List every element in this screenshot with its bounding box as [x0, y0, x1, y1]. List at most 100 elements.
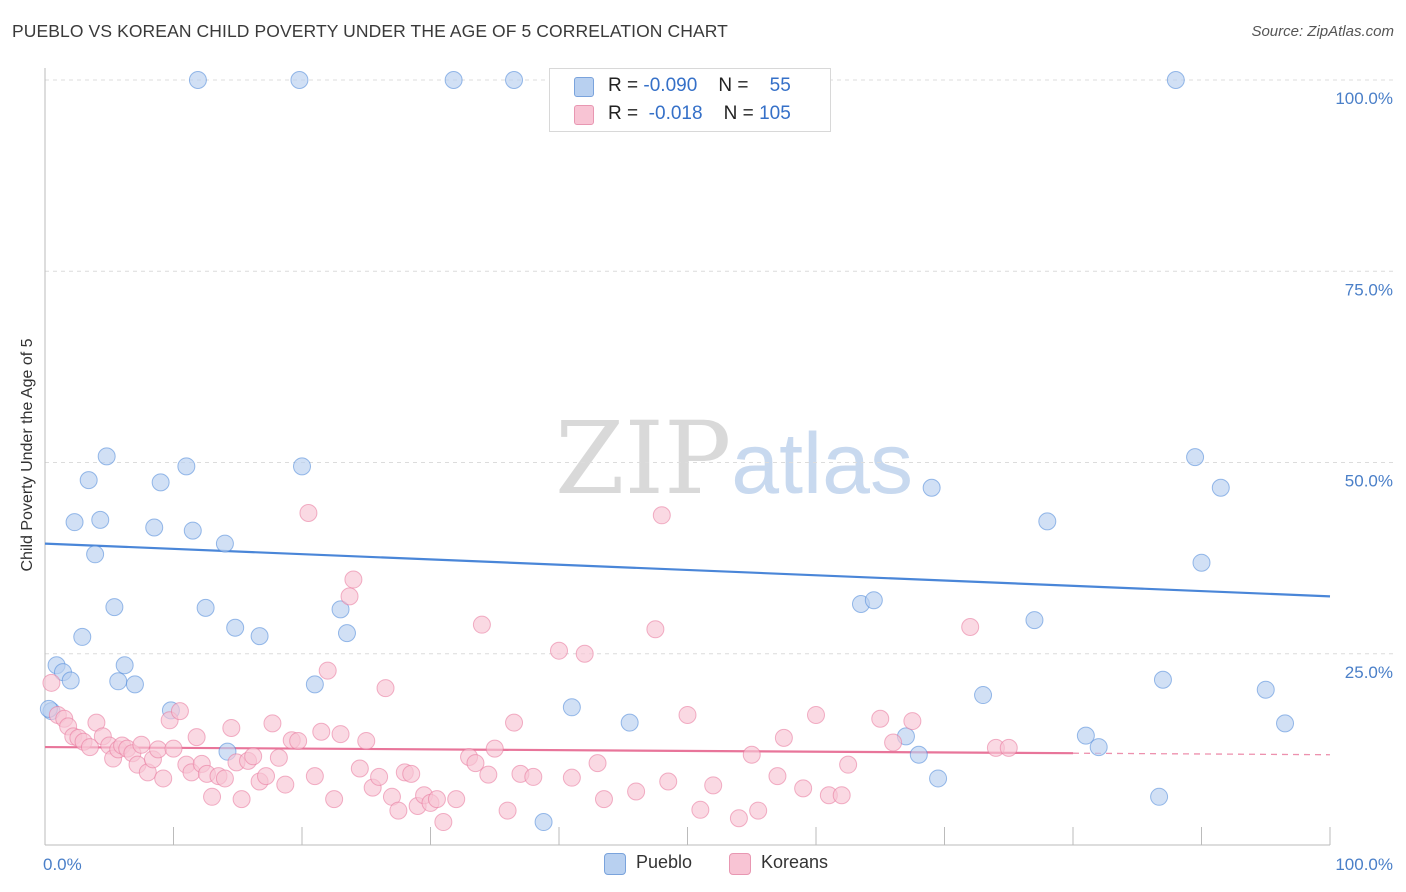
point-koreans — [652, 506, 671, 525]
bottom-legend-label-pueblo: Pueblo — [636, 852, 693, 872]
point-koreans — [562, 768, 581, 787]
point-pueblo — [1076, 726, 1095, 745]
point-koreans — [289, 731, 308, 750]
point-koreans — [318, 661, 337, 680]
legend-n-value: 105 — [759, 103, 791, 124]
point-pueblo — [226, 618, 245, 637]
point-pueblo — [1166, 71, 1185, 89]
trend-lines — [44, 542, 1331, 756]
point-koreans — [447, 790, 466, 809]
point-koreans — [839, 755, 858, 774]
point-pueblo — [61, 671, 80, 690]
trend-line-pueblo — [44, 542, 1331, 598]
point-pueblo — [105, 598, 124, 617]
point-koreans — [588, 754, 607, 773]
point-koreans — [774, 728, 793, 747]
point-koreans — [768, 767, 787, 786]
point-koreans — [704, 776, 723, 795]
x-tick-label-min: 0.0% — [43, 855, 82, 874]
point-pueblo — [1256, 680, 1275, 699]
point-koreans — [485, 739, 504, 758]
legend-r-label: R = — [608, 103, 639, 124]
point-pueblo — [250, 627, 269, 646]
point-koreans — [340, 587, 359, 606]
source-credit: Source: ZipAtlas.com — [1251, 23, 1394, 40]
point-pueblo — [305, 675, 324, 694]
point-pueblo — [1192, 553, 1211, 572]
legend-r-value: -0.018 — [648, 103, 703, 124]
legend-stats-koreans: R = -0.018 N = 105 — [608, 103, 791, 125]
watermark-zip: ZIP — [555, 400, 732, 517]
point-pueblo — [974, 686, 993, 705]
point-koreans — [203, 787, 222, 806]
legend-row-koreans: R = -0.018 N = 105 — [550, 101, 830, 129]
point-pueblo — [145, 518, 164, 537]
point-koreans — [742, 745, 761, 764]
point-pueblo — [562, 698, 581, 717]
legend-swatch-pueblo — [574, 77, 594, 97]
tick-labels: 25.0% 50.0% 75.0% 100.0% 0.0% 100.0% — [43, 89, 1393, 874]
point-pueblo — [188, 71, 207, 89]
point-koreans — [132, 735, 151, 754]
point-koreans — [357, 731, 376, 750]
point-pueblo — [1186, 448, 1205, 467]
point-pueblo — [196, 598, 215, 617]
point-koreans — [961, 617, 980, 636]
point-koreans — [479, 765, 498, 784]
point-pueblo — [91, 510, 110, 529]
point-koreans — [659, 772, 678, 791]
point-koreans — [215, 769, 234, 788]
point-koreans — [807, 705, 825, 724]
point-koreans — [263, 714, 282, 733]
point-koreans — [729, 809, 748, 828]
legend-stats-pueblo: R = -0.090 N = 55 — [608, 75, 791, 97]
point-koreans — [794, 779, 813, 798]
point-koreans — [594, 790, 613, 809]
legend-n-label: N = — [718, 75, 749, 96]
point-koreans — [312, 722, 331, 741]
point-koreans — [305, 767, 324, 786]
point-pueblo — [444, 71, 463, 89]
point-pueblo — [1089, 738, 1108, 757]
point-pueblo — [1211, 478, 1230, 497]
point-koreans — [350, 759, 369, 778]
point-koreans — [427, 790, 446, 809]
bottom-legend-pueblo: Pueblo — [604, 852, 714, 876]
bottom-legend-label-koreans: Koreans — [761, 852, 829, 872]
point-koreans — [299, 503, 318, 522]
point-pueblo — [1276, 714, 1295, 733]
point-pueblo — [922, 478, 941, 497]
point-pueblo — [73, 627, 92, 646]
point-pueblo — [505, 71, 524, 89]
legend-n-value: 55 — [769, 75, 791, 96]
point-pueblo — [79, 471, 98, 490]
point-koreans — [472, 615, 491, 634]
point-pueblo — [183, 521, 202, 540]
point-koreans — [832, 786, 851, 805]
bottom-legend-swatch-pueblo — [604, 853, 626, 875]
point-koreans — [276, 775, 295, 794]
correlation-legend: R = -0.090 N = 55 R = -0.018 N = 105 — [549, 68, 831, 132]
y-tick-label: 50.0% — [1345, 472, 1393, 491]
point-koreans — [149, 740, 168, 759]
grid-lines — [45, 79, 1395, 655]
point-pueblo — [864, 591, 883, 610]
point-koreans — [344, 570, 363, 589]
y-tick-label: 75.0% — [1345, 280, 1393, 299]
bottom-legend-swatch-koreans — [729, 853, 751, 875]
point-pueblo — [86, 545, 105, 564]
point-pueblo — [97, 447, 116, 466]
point-pueblo — [1038, 512, 1057, 531]
point-koreans — [257, 767, 276, 786]
point-koreans — [170, 702, 189, 721]
point-koreans — [232, 790, 251, 809]
watermark: ZIPatlas — [555, 400, 913, 517]
x-tick-label-max: 100.0% — [1335, 855, 1393, 874]
point-koreans — [749, 801, 768, 820]
point-koreans — [575, 644, 594, 663]
point-pueblo — [534, 813, 553, 832]
point-pueblo — [125, 675, 144, 694]
point-koreans — [646, 620, 665, 639]
point-koreans — [164, 739, 183, 758]
